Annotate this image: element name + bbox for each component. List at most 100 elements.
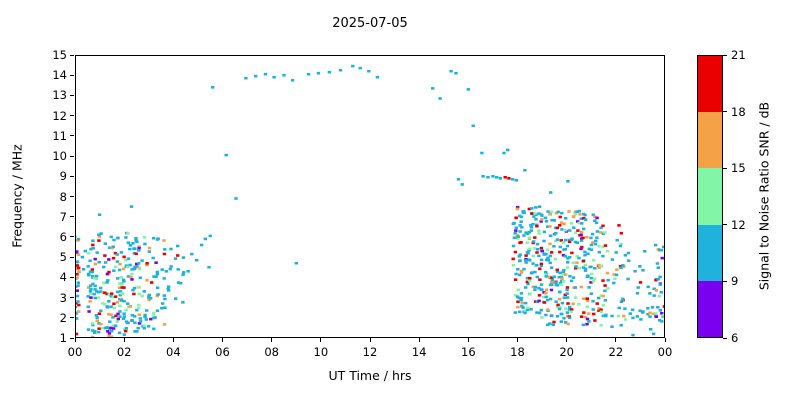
x-tick-label: 12 [362, 345, 378, 359]
y-axis-label: Frequency / MHz [9, 144, 25, 248]
data-point [643, 250, 647, 253]
data-point [128, 244, 133, 247]
data-point [558, 297, 562, 301]
data-point [134, 252, 138, 256]
data-point [552, 281, 556, 284]
data-point [75, 260, 80, 263]
x-tick-label: 08 [264, 345, 279, 359]
data-point [181, 301, 185, 304]
data-point [539, 258, 544, 262]
x-tick-mark [615, 338, 617, 342]
data-point [531, 222, 535, 226]
data-point [530, 212, 534, 215]
data-point [164, 270, 168, 273]
data-point [658, 309, 662, 312]
data-point [254, 74, 258, 78]
data-point [603, 299, 608, 302]
data-point [131, 242, 135, 245]
data-point [554, 211, 559, 215]
data-point [545, 308, 550, 311]
data-point [137, 245, 141, 248]
data-point [646, 312, 650, 316]
data-point [544, 220, 549, 223]
data-point [656, 277, 660, 281]
data-point [118, 282, 122, 285]
data-point [117, 286, 122, 289]
data-point [122, 333, 126, 336]
x-tick-mark [271, 338, 273, 342]
data-point [142, 326, 146, 330]
data-point [555, 315, 560, 318]
data-point [116, 290, 120, 294]
data-point [518, 273, 522, 277]
data-point [654, 312, 658, 315]
x-tick-mark [222, 338, 223, 342]
data-point [559, 239, 563, 242]
data-point [529, 271, 534, 275]
data-point [132, 247, 137, 251]
data-point [145, 309, 149, 312]
colorbar-tick-mark [723, 54, 727, 56]
data-point [535, 275, 539, 279]
x-tick-mark [467, 338, 469, 342]
data-point [558, 271, 562, 275]
data-point [130, 268, 134, 271]
data-point [539, 308, 543, 312]
data-point [97, 233, 101, 236]
data-point [654, 243, 658, 247]
data-point [75, 332, 79, 336]
data-point [548, 261, 552, 265]
data-point [568, 305, 572, 309]
data-point [99, 286, 103, 290]
data-point [75, 264, 80, 267]
data-point [660, 256, 664, 260]
data-point [80, 255, 85, 259]
data-point [137, 262, 141, 265]
data-point [111, 327, 116, 330]
data-point [537, 205, 542, 208]
data-point [155, 286, 160, 290]
data-point [103, 242, 107, 245]
data-point [539, 283, 544, 286]
data-point [568, 229, 572, 232]
data-point [571, 276, 576, 279]
data-point [97, 312, 102, 315]
data-point [116, 277, 120, 280]
data-point [108, 320, 112, 323]
data-point [516, 268, 520, 271]
data-point [90, 270, 95, 274]
data-point [571, 302, 575, 306]
data-point [145, 263, 149, 267]
y-tick-label: 15 [52, 48, 67, 62]
colorbar-tick-label: 18 [731, 104, 746, 119]
data-point [584, 218, 588, 221]
data-point [527, 230, 531, 234]
data-point [562, 316, 566, 320]
data-point [145, 262, 149, 265]
data-point [167, 289, 171, 292]
data-point [103, 261, 108, 264]
data-point [152, 275, 156, 278]
colorbar-tick-mark [723, 224, 727, 226]
data-point [118, 315, 122, 318]
data-point [514, 272, 518, 276]
data-point [531, 262, 535, 265]
data-point [538, 267, 542, 271]
data-point [575, 261, 579, 264]
y-tick-label: 5 [59, 250, 67, 265]
data-point [525, 276, 530, 280]
data-point [551, 323, 555, 327]
data-point [516, 300, 520, 304]
data-point [590, 232, 595, 236]
data-point [513, 250, 518, 254]
data-point [529, 223, 533, 227]
data-point [633, 269, 637, 273]
y-tick-mark [70, 317, 74, 319]
data-point [597, 263, 601, 267]
data-point [526, 282, 530, 286]
data-point [619, 300, 624, 303]
data-point [558, 290, 562, 294]
data-point [87, 252, 91, 255]
data-point [118, 310, 122, 313]
data-point [511, 264, 516, 267]
